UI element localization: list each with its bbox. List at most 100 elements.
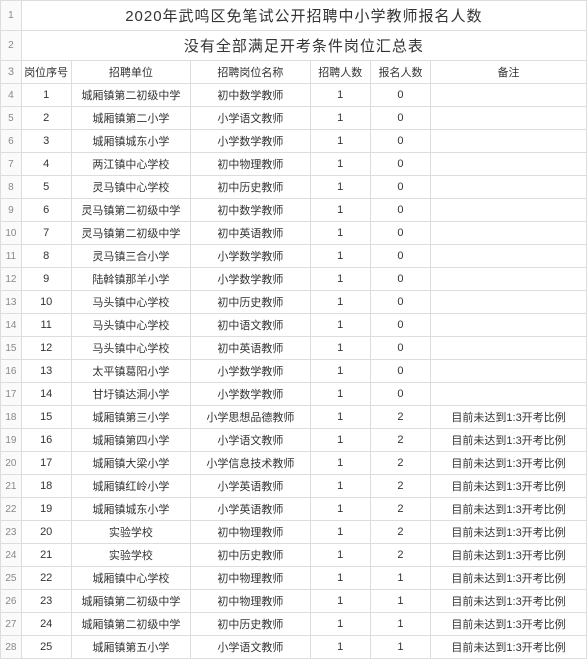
header-seq: 岗位序号 (21, 61, 71, 84)
table-row: 1815城厢镇第三小学小学思想品德教师12目前未达到1:3开考比例 (1, 406, 587, 429)
cell-remark (431, 337, 587, 360)
cell-seq: 16 (21, 429, 71, 452)
cell-hire: 1 (310, 222, 370, 245)
row-number: 21 (1, 475, 22, 498)
table-row: 74两江镇中心学校初中物理教师10 (1, 153, 587, 176)
row-number: 27 (1, 613, 22, 636)
cell-remark (431, 199, 587, 222)
cell-seq: 24 (21, 613, 71, 636)
table-row: 2219城厢镇城东小学小学英语教师12目前未达到1:3开考比例 (1, 498, 587, 521)
cell-seq: 10 (21, 291, 71, 314)
cell-seq: 7 (21, 222, 71, 245)
cell-remark: 目前未达到1:3开考比例 (431, 567, 587, 590)
cell-remark: 目前未达到1:3开考比例 (431, 429, 587, 452)
cell-remark: 目前未达到1:3开考比例 (431, 544, 587, 567)
table-row: 1916城厢镇第四小学小学语文教师12目前未达到1:3开考比例 (1, 429, 587, 452)
title-row-2: 2 没有全部满足开考条件岗位汇总表 (1, 31, 587, 61)
cell-unit: 城厢镇第二初级中学 (71, 590, 190, 613)
teacher-application-table: 1 2020年武鸣区免笔试公开招聘中小学教师报名人数 2 没有全部满足开考条件岗… (0, 0, 587, 659)
cell-position: 小学英语教师 (191, 475, 310, 498)
cell-seq: 22 (21, 567, 71, 590)
cell-unit: 灵马镇第二初级中学 (71, 199, 190, 222)
cell-hire: 1 (310, 406, 370, 429)
table-row: 2421实验学校初中历史教师12目前未达到1:3开考比例 (1, 544, 587, 567)
cell-position: 小学数学教师 (191, 130, 310, 153)
row-number: 28 (1, 636, 22, 659)
cell-remark: 目前未达到1:3开考比例 (431, 636, 587, 659)
table-header-row: 3 岗位序号 招聘单位 招聘岗位名称 招聘人数 报名人数 备注 (1, 61, 587, 84)
cell-hire: 1 (310, 153, 370, 176)
cell-position: 初中物理教师 (191, 153, 310, 176)
cell-position: 小学语文教师 (191, 429, 310, 452)
cell-apply: 1 (370, 636, 430, 659)
cell-remark (431, 268, 587, 291)
cell-seq: 25 (21, 636, 71, 659)
cell-remark: 目前未达到1:3开考比例 (431, 452, 587, 475)
cell-apply: 0 (370, 176, 430, 199)
table-row: 2724城厢镇第二初级中学初中历史教师11目前未达到1:3开考比例 (1, 613, 587, 636)
cell-unit: 陆斡镇那羊小学 (71, 268, 190, 291)
cell-apply: 1 (370, 590, 430, 613)
cell-seq: 19 (21, 498, 71, 521)
table-row: 2825城厢镇第五小学小学语文教师11目前未达到1:3开考比例 (1, 636, 587, 659)
cell-seq: 18 (21, 475, 71, 498)
cell-unit: 甘圩镇达洞小学 (71, 383, 190, 406)
cell-remark (431, 222, 587, 245)
cell-apply: 2 (370, 498, 430, 521)
cell-hire: 1 (310, 636, 370, 659)
cell-position: 初中历史教师 (191, 544, 310, 567)
cell-remark: 目前未达到1:3开考比例 (431, 613, 587, 636)
cell-apply: 2 (370, 406, 430, 429)
cell-hire: 1 (310, 84, 370, 107)
cell-unit: 实验学校 (71, 521, 190, 544)
cell-apply: 2 (370, 452, 430, 475)
cell-position: 初中物理教师 (191, 521, 310, 544)
header-remark: 备注 (431, 61, 587, 84)
cell-remark (431, 176, 587, 199)
cell-unit: 城厢镇城东小学 (71, 130, 190, 153)
cell-hire: 1 (310, 314, 370, 337)
cell-apply: 0 (370, 383, 430, 406)
table-row: 1310马头镇中心学校初中历史教师10 (1, 291, 587, 314)
cell-unit: 灵马镇第二初级中学 (71, 222, 190, 245)
cell-hire: 1 (310, 475, 370, 498)
row-number: 17 (1, 383, 22, 406)
table-row: 107灵马镇第二初级中学初中英语教师10 (1, 222, 587, 245)
cell-seq: 2 (21, 107, 71, 130)
cell-position: 小学数学教师 (191, 245, 310, 268)
cell-remark: 目前未达到1:3开考比例 (431, 406, 587, 429)
cell-unit: 城厢镇第三小学 (71, 406, 190, 429)
row-number: 2 (1, 31, 22, 61)
cell-unit: 太平镇葛阳小学 (71, 360, 190, 383)
cell-seq: 21 (21, 544, 71, 567)
cell-unit: 两江镇中心学校 (71, 153, 190, 176)
cell-apply: 0 (370, 130, 430, 153)
cell-position: 小学语文教师 (191, 107, 310, 130)
header-apply: 报名人数 (370, 61, 430, 84)
cell-apply: 0 (370, 360, 430, 383)
cell-seq: 23 (21, 590, 71, 613)
cell-apply: 1 (370, 613, 430, 636)
cell-hire: 1 (310, 360, 370, 383)
cell-apply: 0 (370, 245, 430, 268)
row-number: 3 (1, 61, 22, 84)
cell-seq: 4 (21, 153, 71, 176)
cell-apply: 0 (370, 291, 430, 314)
cell-unit: 实验学校 (71, 544, 190, 567)
row-number: 5 (1, 107, 22, 130)
cell-seq: 17 (21, 452, 71, 475)
cell-hire: 1 (310, 452, 370, 475)
table-row: 1714甘圩镇达洞小学小学数学教师10 (1, 383, 587, 406)
table-row: 1512马头镇中心学校初中英语教师10 (1, 337, 587, 360)
cell-remark: 目前未达到1:3开考比例 (431, 475, 587, 498)
cell-apply: 0 (370, 314, 430, 337)
cell-hire: 1 (310, 613, 370, 636)
cell-apply: 0 (370, 268, 430, 291)
cell-remark (431, 107, 587, 130)
table-row: 2522城厢镇中心学校初中物理教师11目前未达到1:3开考比例 (1, 567, 587, 590)
cell-remark: 目前未达到1:3开考比例 (431, 590, 587, 613)
cell-hire: 1 (310, 199, 370, 222)
cell-seq: 20 (21, 521, 71, 544)
cell-position: 小学英语教师 (191, 498, 310, 521)
cell-hire: 1 (310, 337, 370, 360)
